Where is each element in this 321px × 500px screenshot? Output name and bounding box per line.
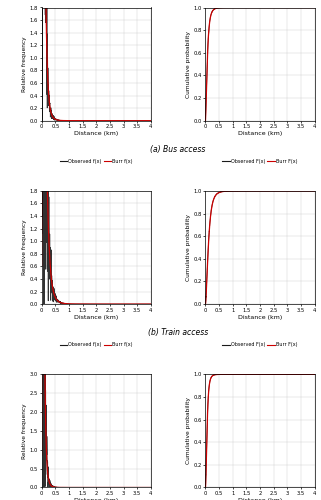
X-axis label: Distance (km): Distance (km) (74, 132, 118, 136)
Legend: Observed f(x), Burr f(x): Observed f(x), Burr f(x) (58, 340, 135, 349)
Legend: Observed F(x), Burr F(x): Observed F(x), Burr F(x) (221, 340, 299, 349)
X-axis label: Distance (km): Distance (km) (238, 498, 282, 500)
Legend: Observed f(x), Burr f(x): Observed f(x), Burr f(x) (58, 157, 135, 166)
X-axis label: Distance (km): Distance (km) (74, 314, 118, 320)
Y-axis label: Relative frequency: Relative frequency (22, 403, 27, 458)
X-axis label: Distance (km): Distance (km) (238, 314, 282, 320)
Y-axis label: Cumulative probability: Cumulative probability (186, 398, 191, 464)
X-axis label: Distance (km): Distance (km) (238, 132, 282, 136)
Text: (a) Bus access: (a) Bus access (151, 144, 206, 154)
Y-axis label: Relative frequency: Relative frequency (22, 36, 27, 92)
Y-axis label: Relative frequency: Relative frequency (22, 220, 27, 276)
Text: (b) Train access: (b) Train access (148, 328, 208, 337)
X-axis label: Distance (km): Distance (km) (74, 498, 118, 500)
Legend: Observed F(x), Burr F(x): Observed F(x), Burr F(x) (221, 157, 299, 166)
Y-axis label: Cumulative probability: Cumulative probability (186, 214, 191, 281)
Y-axis label: Cumulative probability: Cumulative probability (186, 30, 191, 98)
